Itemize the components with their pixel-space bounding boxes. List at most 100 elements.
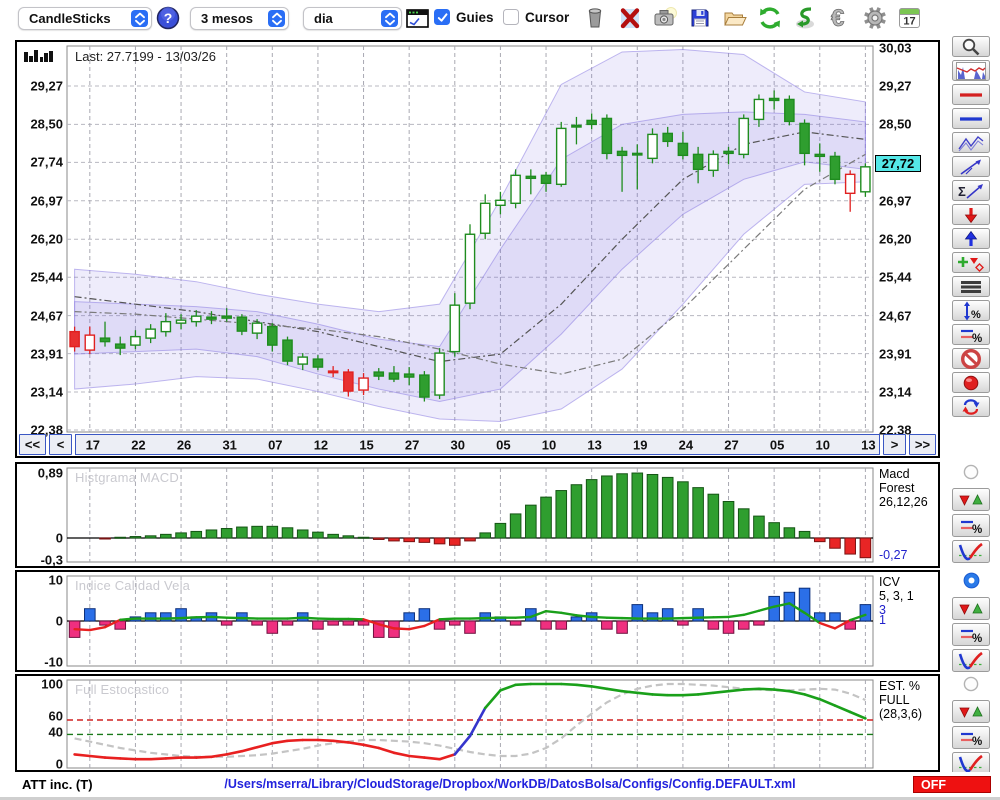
add-signal-button[interactable] [952, 252, 990, 273]
nav-prev-button[interactable]: < [49, 434, 72, 455]
icv-levels-percent-button[interactable]: % [952, 623, 990, 646]
guies-checkbox[interactable] [434, 9, 450, 25]
svg-text:€: € [831, 5, 844, 31]
cursor-checkbox[interactable] [503, 9, 519, 25]
select-stepper-icon [131, 10, 148, 27]
config-path[interactable]: /Users/mserra/Library/CloudStorage/Dropb… [120, 777, 900, 791]
est-arrows-up-down-button[interactable] [952, 700, 990, 723]
delete-x-icon[interactable] [615, 3, 644, 32]
open-folder-icon[interactable] [720, 3, 749, 32]
save-floppy-icon[interactable] [685, 3, 714, 32]
chart-type-value: CandleSticks [29, 11, 111, 26]
axis-tick-label: -0,3 [19, 552, 63, 567]
macd-levels-percent-button[interactable]: % [952, 514, 990, 537]
axis-tick-label: 23,14 [19, 385, 63, 400]
svg-text:%: % [972, 633, 982, 645]
svg-text:%: % [972, 736, 982, 748]
help-button[interactable]: ? [156, 6, 180, 35]
cursor-label: Cursor [525, 10, 569, 25]
swap-arrows-button[interactable] [952, 396, 990, 417]
off-toggle-button[interactable]: OFF [913, 776, 991, 793]
camera-icon[interactable] [650, 3, 679, 32]
nav-date-label: 27 [405, 437, 419, 452]
arrow-down-red-button[interactable] [952, 204, 990, 225]
ticker-label: ATT inc. (T) [22, 777, 93, 792]
blue-hline-button[interactable] [952, 108, 990, 129]
macd-right-label: Macd Forest 26,12,26 [879, 467, 928, 509]
nav-date-label: 30 [451, 437, 465, 452]
axis-tick-label: 0,89 [19, 466, 63, 481]
axis-tick-label: 0 [19, 757, 63, 772]
axis-tick-label: 28,50 [19, 117, 63, 132]
three-lines-button[interactable] [952, 276, 990, 297]
zigzag-channel-button[interactable] [952, 132, 990, 153]
macd-last-value: -0,27 [879, 548, 908, 562]
nav-first-button[interactable]: << [19, 434, 46, 455]
main-chart-panel[interactable]: Last: 27.7199 - 13/03/26 29,2728,5027,74… [15, 40, 940, 458]
est-tools: % [948, 676, 994, 775]
refresh-icon[interactable] [755, 3, 784, 32]
macd-panel[interactable]: Histgrama MACD 0,890-0,3 Macd Forest 26,… [15, 462, 940, 568]
icv-panel[interactable]: Indice Calidad Vela 100-10 ICV 5, 3, 1 3… [15, 570, 940, 672]
calendar-icon[interactable]: 17 [895, 3, 924, 32]
svg-text:?: ? [164, 10, 173, 26]
select-stepper-icon [381, 10, 398, 27]
indicator-chart-button[interactable] [952, 60, 990, 81]
levels-percent-button[interactable]: % [952, 324, 990, 345]
stochastic-right-label: EST. % FULL (28,3,6) [879, 679, 922, 721]
zoom-magnifier-button[interactable] [952, 36, 990, 57]
axis-tick-label: 60 [19, 709, 63, 724]
nav-date-label: 12 [314, 437, 328, 452]
chart-type-select[interactable]: CandleSticks [18, 7, 152, 30]
macd-radio[interactable] [963, 464, 979, 485]
nav-last-button[interactable]: >> [909, 434, 936, 455]
nav-date-label: 26 [177, 437, 191, 452]
nav-date-label: 19 [633, 437, 647, 452]
nav-date-label: 15 [359, 437, 373, 452]
period-select[interactable]: 3 mesos [190, 7, 289, 30]
axis-tick-label: 26,20 [19, 232, 63, 247]
status-bar: ATT inc. (T) /Users/mserra/Library/Cloud… [0, 772, 1000, 797]
macd-tools: % [948, 464, 994, 563]
icv-radio[interactable] [963, 572, 980, 594]
red-hline-button[interactable] [952, 84, 990, 105]
stochastic-panel[interactable]: Full Estocastico 10060400 EST. % FULL (2… [15, 674, 940, 772]
euro-icon[interactable]: € [825, 3, 854, 32]
trend-line-button[interactable] [952, 156, 990, 177]
arrow-up-blue-button[interactable] [952, 228, 990, 249]
axis-tick-label: 30,03 [879, 41, 935, 56]
nav-date-label: 05 [496, 437, 510, 452]
chart-window-icon[interactable] [406, 9, 429, 33]
icv-title: Indice Calidad Vela [75, 578, 190, 593]
period-value: 3 mesos [201, 11, 253, 26]
last-price-label: Last: 27.7199 - 13/03/26 [75, 49, 216, 64]
stochastic-title: Full Estocastico [75, 682, 169, 697]
sigma-trend-button[interactable]: Σ [952, 180, 990, 201]
axis-tick-label: 100 [19, 677, 63, 692]
undo-icon[interactable] [790, 3, 819, 32]
disable-button[interactable] [952, 348, 990, 369]
settings-gear-icon[interactable] [860, 3, 889, 32]
svg-text:%: % [971, 309, 981, 321]
macd-v-curve-button[interactable] [952, 540, 990, 563]
nav-date-label: 10 [542, 437, 556, 452]
nav-date-strip[interactable]: 172226310712152730051013192427051013 [75, 434, 880, 455]
est-radio[interactable] [963, 676, 979, 697]
macd-title: Histgrama MACD [75, 470, 179, 485]
range-percent-button[interactable]: % [952, 300, 990, 321]
svg-text:%: % [972, 524, 982, 536]
record-button[interactable] [952, 372, 990, 393]
trash-icon[interactable] [580, 3, 609, 32]
axis-tick-label: 24,67 [879, 308, 935, 323]
nav-date-label: 31 [222, 437, 236, 452]
axis-tick-label: 26,20 [879, 232, 935, 247]
est-levels-percent-button[interactable]: % [952, 726, 990, 749]
nav-next-button[interactable]: > [883, 434, 906, 455]
nav-date-label: 05 [770, 437, 784, 452]
timeframe-select[interactable]: dia [303, 7, 402, 30]
axis-tick-label: 23,14 [879, 385, 935, 400]
toolbar: CandleSticks ? 3 mesos dia [0, 0, 1000, 36]
icv-v-curve-button[interactable] [952, 649, 990, 672]
macd-arrows-up-down-button[interactable] [952, 488, 990, 511]
icv-arrows-up-down-button[interactable] [952, 597, 990, 620]
